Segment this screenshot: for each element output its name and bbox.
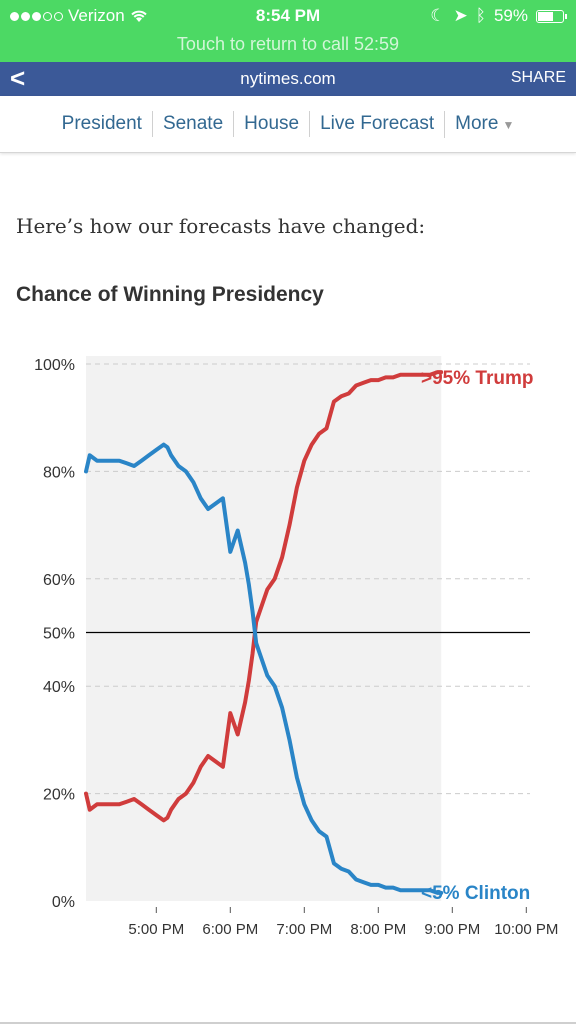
x-tick-label: 10:00 PM <box>494 921 558 938</box>
location-arrow-icon: ➤ <box>453 6 468 25</box>
nav-item-more-label: More <box>455 112 499 134</box>
return-to-call-banner[interactable]: Touch to return to call 52:59 <box>176 34 400 54</box>
moon-icon: ☾ <box>430 6 446 25</box>
intro-text: Here’s how our forecasts have changed: <box>16 214 426 238</box>
trump-end-label: >95% Trump <box>421 368 533 389</box>
status-bar: Verizon 8:54 PM ☾ ➤ ᛒ 59% Touch to retur… <box>0 0 576 62</box>
elapsed-time-shading <box>86 356 442 901</box>
trump-line <box>84 370 444 823</box>
nav-item-live-forecast[interactable]: Live Forecast <box>309 111 444 137</box>
caret-down-icon: ▼ <box>502 117 515 132</box>
nav-item-president[interactable]: President <box>61 113 142 134</box>
section-nav: President Senate House Live Forecast Mor… <box>0 96 576 153</box>
clinton-line <box>84 442 444 895</box>
x-tick-label: 5:00 PM <box>128 921 184 938</box>
status-right: ☾ ➤ ᛒ 59% <box>430 6 567 26</box>
signal-strength-icon <box>10 11 63 21</box>
bottom-divider <box>0 1022 576 1024</box>
y-tick-label: 50% <box>43 626 75 643</box>
share-button[interactable]: SHARE <box>510 69 566 86</box>
x-tick-label: 9:00 PM <box>424 921 480 938</box>
back-button[interactable]: < <box>10 63 26 93</box>
battery-percent: 59% <box>493 6 528 25</box>
clock: 8:54 PM <box>255 6 321 25</box>
nav-item-more[interactable]: More ▼ <box>444 110 524 138</box>
clinton-end-label: <5% Clinton <box>421 883 530 904</box>
chart-title: Chance of Winning Presidency <box>16 283 324 306</box>
battery-icon <box>536 9 567 23</box>
carrier-name: Verizon <box>68 6 125 25</box>
x-tick-label: 7:00 PM <box>276 921 332 938</box>
wifi-icon <box>131 10 147 22</box>
carrier-info: Verizon <box>10 6 148 26</box>
x-tick-label: 6:00 PM <box>202 921 258 938</box>
y-tick-label: 100% <box>34 357 75 374</box>
y-tick-label: 40% <box>43 679 75 696</box>
page-domain: nytimes.com <box>240 69 336 88</box>
y-tick-label: 0% <box>52 894 75 911</box>
y-tick-label: 80% <box>43 464 75 481</box>
x-tick-label: 8:00 PM <box>350 921 406 938</box>
forecast-chart: 0% 20% 40% 50% 60% 80% 100% 5:00 PM 6:00 PM 7:00 … <box>34 356 558 938</box>
nav-item-senate[interactable]: Senate <box>151 111 233 137</box>
y-tick-label: 60% <box>43 572 75 589</box>
y-tick-label: 20% <box>43 787 75 804</box>
bluetooth-icon: ᛒ <box>475 6 486 25</box>
nav-item-house[interactable]: House <box>233 111 309 137</box>
browser-nav-bar: < nytimes.com SHARE <box>0 62 576 96</box>
